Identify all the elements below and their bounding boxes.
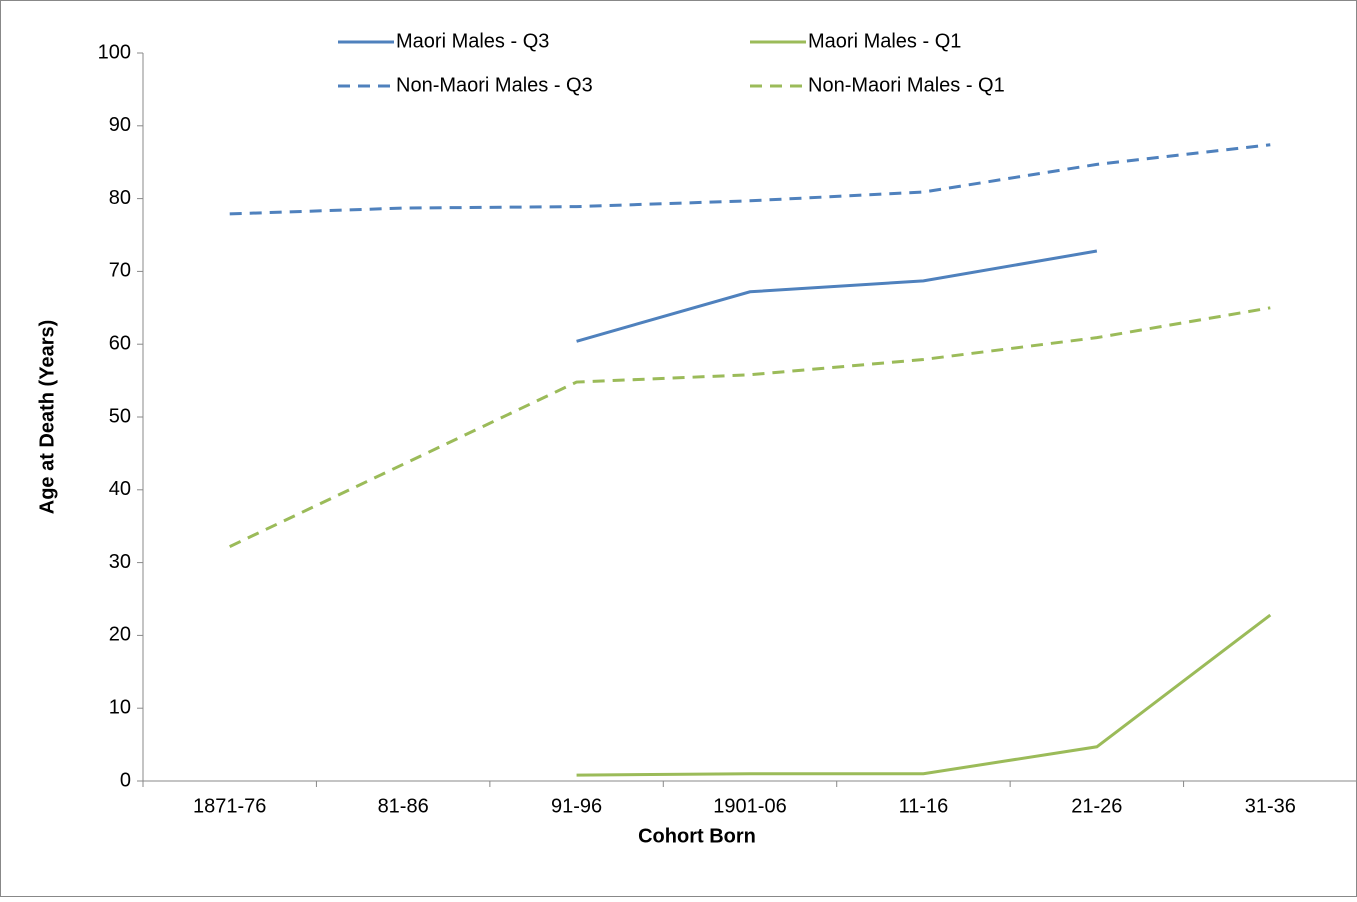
series-line [229,306,1271,548]
legend-label: Non-Maori Males - Q1 [808,74,1005,96]
y-tick-label: 0 [120,769,131,791]
series-line [229,143,1271,216]
y-tick-label: 60 [109,332,131,354]
y-tick-label: 90 [109,114,131,136]
legend-label: Non-Maori Males - Q3 [396,74,593,96]
legend-label: Maori Males - Q3 [396,30,549,52]
y-axis-title: Age at Death (Years) [36,320,58,515]
y-tick-label: 30 [109,551,131,573]
series-line [576,249,1098,343]
y-tick-label: 80 [109,187,131,209]
y-tick-label: 10 [109,696,131,718]
x-tick-label: 81-86 [378,795,429,817]
y-tick-label: 40 [109,478,131,500]
y-tick-label: 100 [98,41,131,63]
x-tick-label: 11-16 [899,795,949,817]
x-tick-label: 1871-76 [193,795,266,817]
x-axis-title: Cohort Born [638,825,756,847]
x-tick-label: 31-36 [1245,795,1296,817]
y-tick-label: 70 [109,260,131,282]
x-tick-label: 21-26 [1071,795,1122,817]
y-tick-label: 20 [109,624,131,646]
y-tick-label: 50 [109,405,131,427]
x-tick-label: 1901-06 [713,795,786,817]
legend-label: Maori Males - Q1 [808,30,961,52]
series-line [576,613,1272,777]
x-tick-label: 91-96 [551,795,602,817]
